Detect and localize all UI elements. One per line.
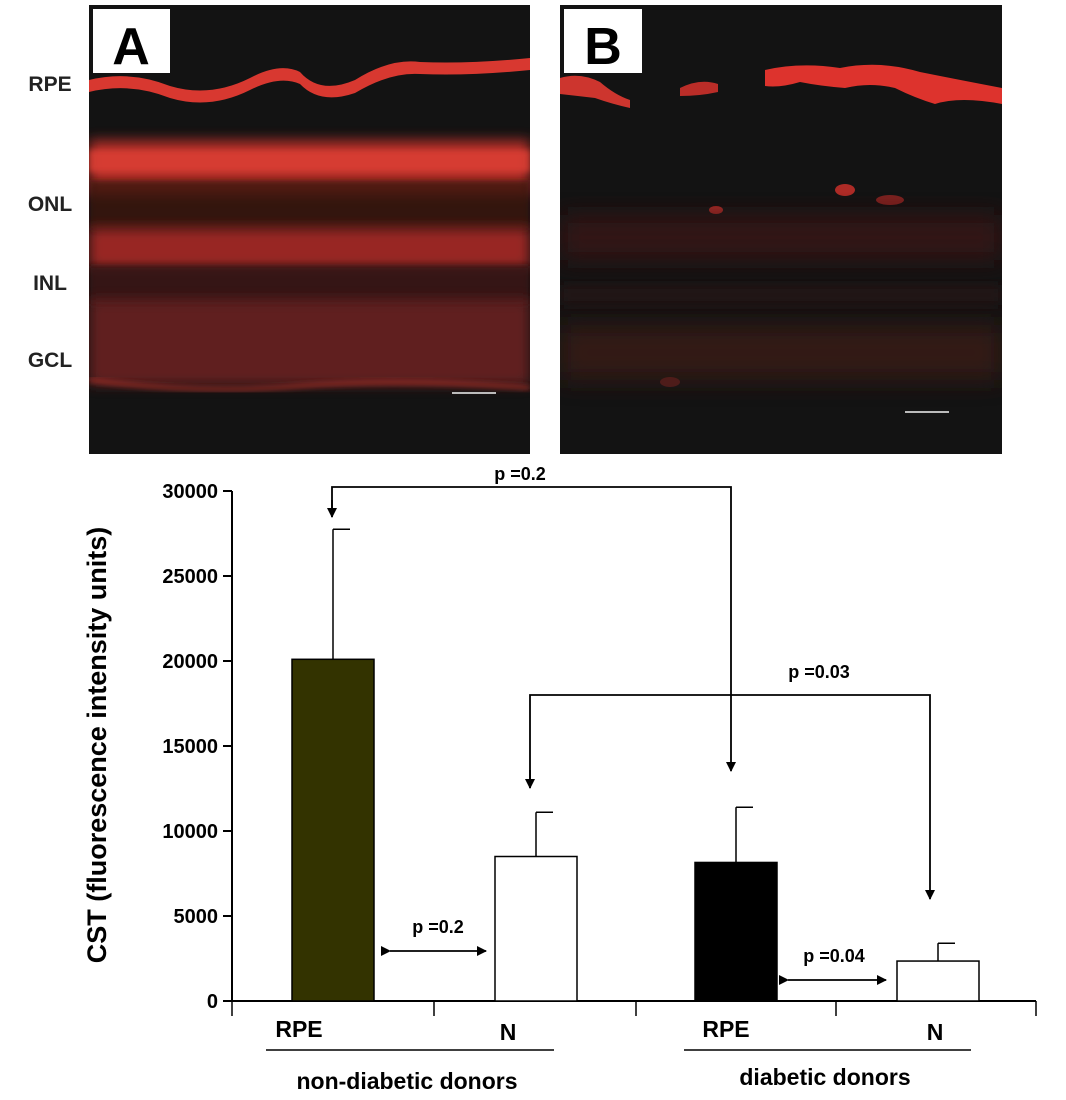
layer-label-rpe: RPE — [28, 73, 71, 96]
x-label-diabetic-rpe: RPE — [702, 1016, 749, 1042]
layer-label-inl: INL — [33, 272, 67, 295]
panel-b-label: B — [584, 18, 622, 76]
bar-2 — [694, 861, 778, 1002]
layer-label-gcl: GCL — [28, 349, 73, 372]
y-axis-title: CST (fluorescence intensity units) — [82, 527, 112, 964]
group-label-nondiabetic: non-diabetic donors — [296, 1068, 517, 1094]
bar-3 — [896, 960, 980, 1002]
rpe-stain-band-b — [560, 75, 630, 108]
micrograph-b — [560, 5, 1002, 454]
y-tick-label: 0 — [207, 991, 218, 1013]
group-label-diabetic: diabetic donors — [739, 1064, 910, 1090]
x-label-nondiabetic-rpe: RPE — [275, 1016, 322, 1042]
micrograph-a — [89, 5, 530, 454]
comparison-bracket-n — [529, 694, 935, 900]
p-value-diabetic: p =0.04 — [803, 946, 865, 966]
y-tick-label: 5000 — [174, 906, 219, 928]
rpe-stain-band — [89, 58, 530, 103]
y-tick-label: 30000 — [162, 481, 218, 503]
x-label-diabetic-n: N — [927, 1019, 944, 1045]
y-tick-label: 25000 — [162, 566, 218, 588]
bar-chart: CST (fluorescence intensity units) 0 5000… — [82, 464, 1037, 1094]
x-ticks — [231, 1001, 1037, 1016]
p-value-n-comparison: p =0.03 — [788, 662, 850, 682]
panel-b-label-box — [564, 9, 642, 73]
bars — [291, 528, 980, 1002]
panel-a-label-box — [93, 9, 170, 73]
bar-1 — [494, 855, 578, 1002]
y-tick-label: 20000 — [162, 651, 218, 673]
panel-a-label: A — [112, 18, 150, 76]
layer-label-onl: ONL — [28, 193, 73, 216]
p-value-nondiabetic: p =0.2 — [412, 917, 464, 937]
y-ticks: 0 5000 10000 15000 20000 25000 30000 — [162, 481, 232, 1013]
y-tick-label: 10000 — [162, 821, 218, 843]
p-value-rpe-comparison: p =0.2 — [494, 464, 546, 484]
comparison-bracket-rpe — [331, 486, 736, 772]
x-label-nondiabetic-n: N — [500, 1019, 517, 1045]
bar-0 — [291, 658, 375, 1002]
y-tick-label: 15000 — [162, 736, 218, 758]
